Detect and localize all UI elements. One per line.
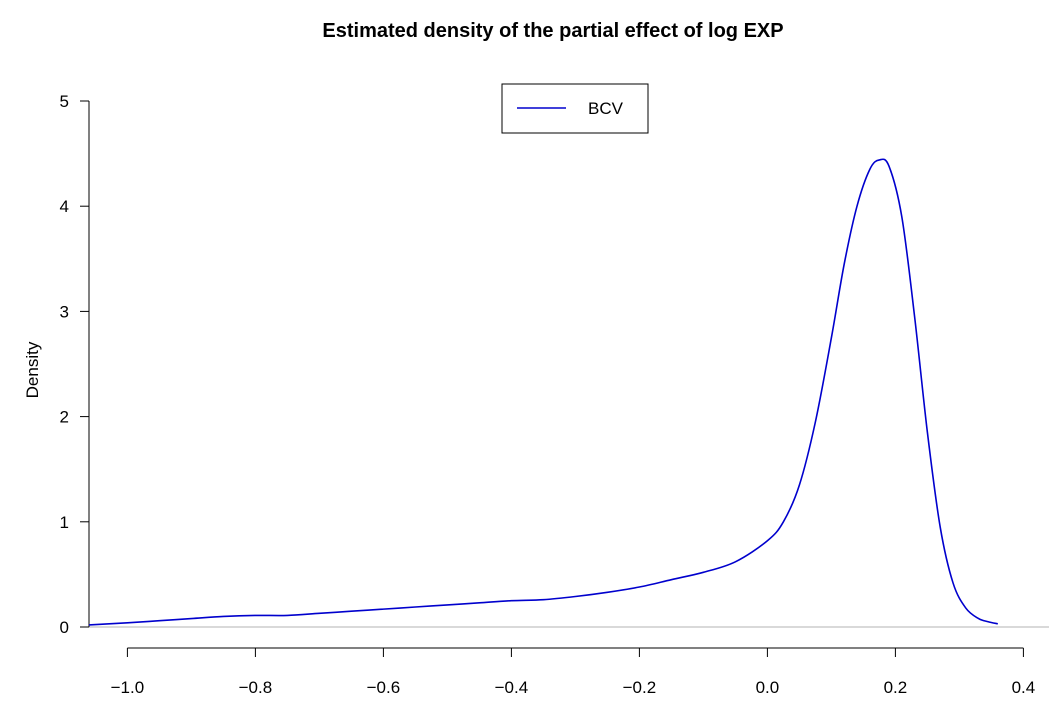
y-tick-label: 4 — [60, 197, 69, 216]
x-tick-label: −1.0 — [111, 678, 145, 697]
x-tick-label: −0.2 — [623, 678, 657, 697]
x-tick-label: −0.6 — [367, 678, 401, 697]
y-axis-label: Density — [23, 341, 42, 398]
x-tick-label: 0.4 — [1012, 678, 1036, 697]
x-axis: −1.0 −0.8 −0.6 −0.4 −0.2 0.0 0.2 0.4 — [111, 647, 1036, 697]
y-tick-label: 1 — [60, 513, 69, 532]
y-axis: 0 1 2 3 4 5 — [60, 92, 90, 637]
density-curve-bcv — [88, 158, 998, 626]
legend-label: BCV — [588, 99, 624, 118]
chart-title: Estimated density of the partial effect … — [322, 20, 783, 42]
x-tick-label: −0.4 — [495, 678, 529, 697]
series-layer — [88, 158, 998, 626]
y-tick-label: 0 — [60, 618, 69, 637]
y-tick-label: 5 — [60, 92, 69, 111]
x-tick-label: 0.2 — [884, 678, 908, 697]
legend: BCV — [501, 83, 649, 134]
y-tick-label: 3 — [60, 302, 69, 321]
x-tick-label: −0.8 — [239, 678, 273, 697]
x-tick-label: 0.0 — [756, 678, 780, 697]
y-tick-label: 2 — [60, 408, 69, 427]
